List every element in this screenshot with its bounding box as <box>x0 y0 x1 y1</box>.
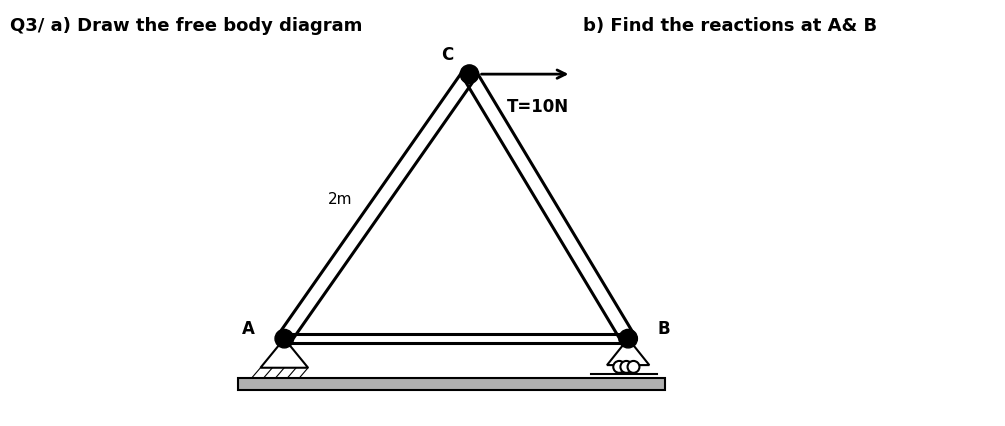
Text: b) Find the reactions at A& B: b) Find the reactions at A& B <box>583 17 877 35</box>
Circle shape <box>627 361 639 373</box>
Circle shape <box>620 361 632 373</box>
Text: 2m: 2m <box>328 192 352 207</box>
Text: C: C <box>441 46 453 63</box>
Circle shape <box>460 65 478 83</box>
Bar <box>238 378 665 390</box>
Text: T=10N: T=10N <box>507 98 569 116</box>
Circle shape <box>613 361 625 373</box>
Circle shape <box>275 329 293 348</box>
Text: A: A <box>242 320 255 338</box>
Text: Q3/ a) Draw the free body diagram: Q3/ a) Draw the free body diagram <box>10 17 363 35</box>
Text: B: B <box>657 320 670 338</box>
Circle shape <box>619 329 637 348</box>
